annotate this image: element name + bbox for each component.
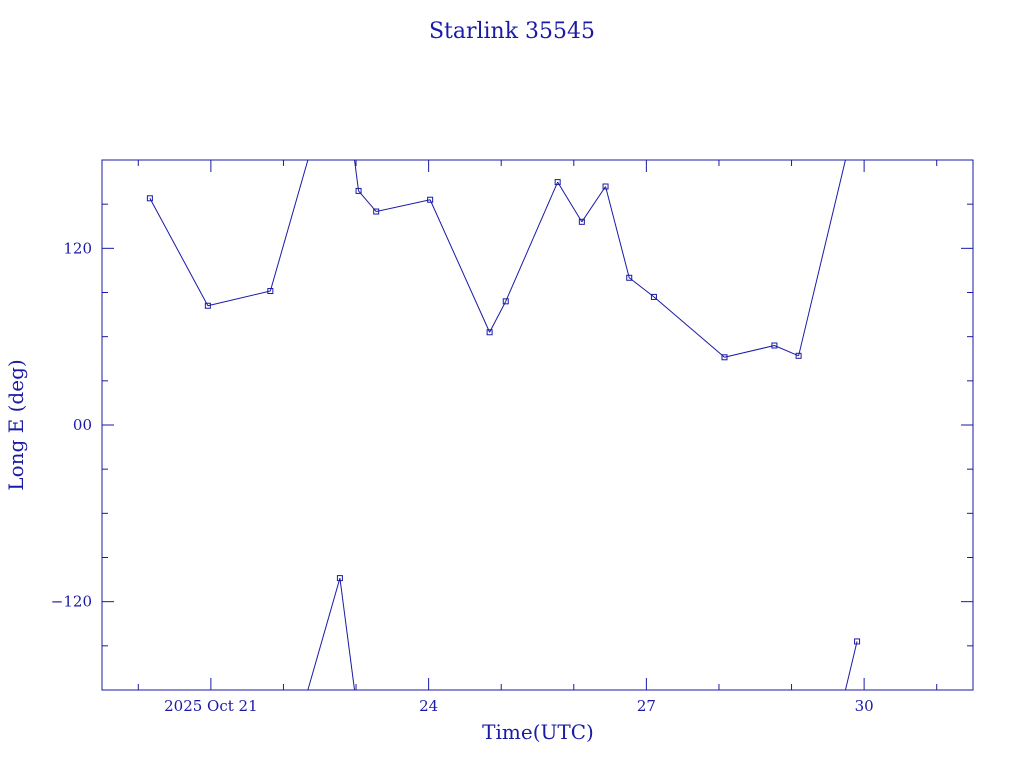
x-tick-label: 27 [637,697,656,715]
series-segment [653,296,725,358]
x-axis-label: Time(UTC) [482,720,594,744]
y-axis-ticks: 120 00 −120 [51,203,973,647]
data-point [427,196,434,203]
series-segment [628,277,655,298]
y-axis-label: Long E (deg) [4,359,28,490]
x-axis-ticks: 2025 Oct 21 24 27 30 [137,160,938,715]
series-segment [307,577,341,691]
plot-border [101,159,974,691]
data-point [554,179,561,186]
series-segment [505,181,559,302]
series-segment [724,345,775,358]
series-segment [376,199,431,213]
series-segment [581,186,606,223]
chart-title: Starlink 35545 [429,19,595,44]
series-segment [149,198,209,306]
series-segment [354,159,360,191]
x-tick-label: 2025 Oct 21 [164,697,258,715]
data-point [355,187,362,194]
series-segment [358,190,377,212]
series-segment [489,301,507,333]
series-segment [269,159,309,292]
data-point [267,288,274,295]
series-segment [605,186,630,278]
data-point [795,352,802,359]
data-point [626,274,633,281]
data-point [771,342,778,349]
series-segment [774,345,799,357]
data-point [650,293,657,300]
longitude-series [146,159,861,691]
y-tick-label: −120 [51,593,92,611]
series-segment [557,181,583,223]
x-tick-label: 30 [855,697,874,715]
series-segment [798,159,846,356]
data-point [502,298,509,305]
data-point [486,329,493,336]
data-point [602,183,609,190]
data-point [578,218,585,225]
data-point [146,195,153,202]
data-point [373,208,380,215]
series-segment [844,641,858,691]
x-tick-label: 24 [419,697,438,715]
plot-frame [101,159,974,691]
series-segment [207,290,271,307]
y-tick-label: 120 [63,239,92,257]
data-point [854,638,861,645]
data-point [721,354,728,361]
data-point [204,302,211,309]
y-tick-label: 00 [73,416,92,434]
series-segment [339,578,356,691]
data-point [336,575,343,582]
series-segment [429,199,491,333]
